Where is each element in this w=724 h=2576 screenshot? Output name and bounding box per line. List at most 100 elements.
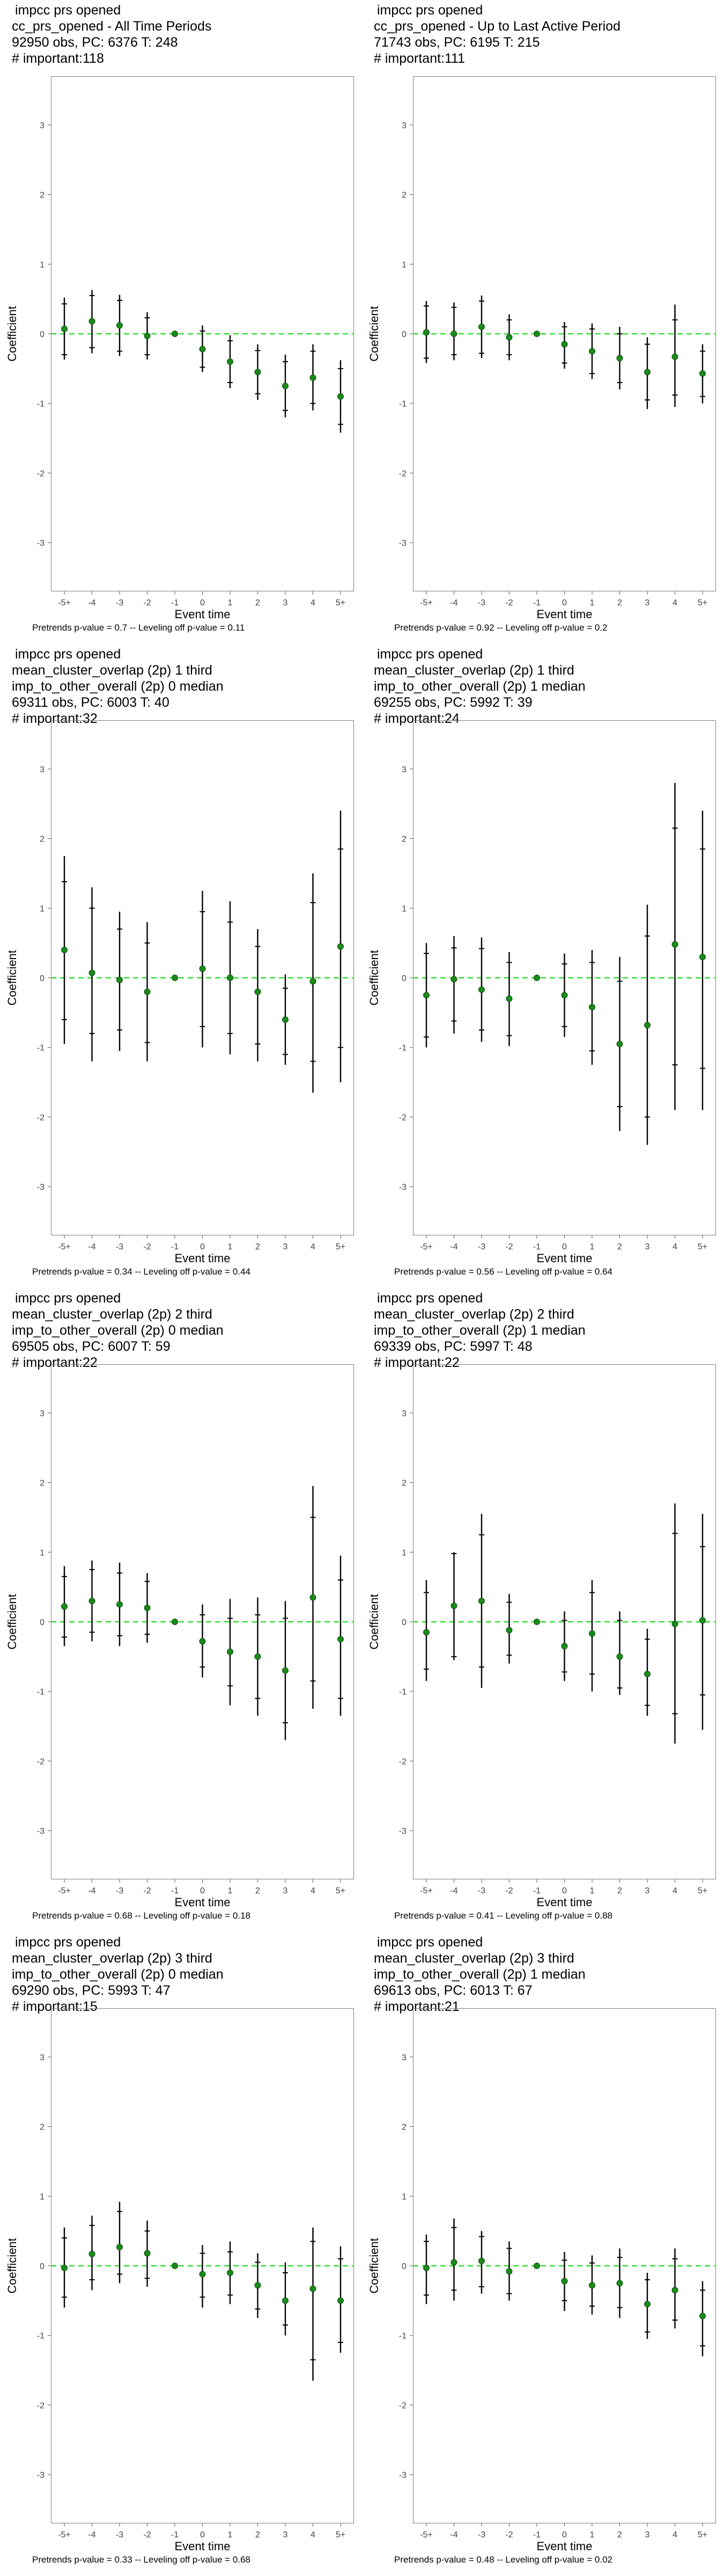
y-tick-label: -3 [399, 1827, 407, 1836]
x-tick-label: -2 [143, 598, 151, 608]
point-estimate [423, 2264, 430, 2271]
chart-title-line: mean_cluster_overlap (2p) 2 third [374, 1307, 574, 1322]
chart-svg: -3 -2 -1 0 1 2 3 -5+ -4 -3 -2 -1 0 1 2 3 4 5+ Event time Co… [5, 2053, 354, 2553]
x-tick-label: 5+ [336, 598, 345, 608]
chart-panel: impcc prs opened cc_prs_opened - All Time… [0, 0, 362, 644]
chart-svg: -3 -2 -1 0 1 2 3 -5+ -4 -3 -2 -1 0 1 2 3 4 5+ Event time Co… [5, 121, 354, 621]
chart-title: impcc prs opened mean_cluster_overlap (2p… [374, 1290, 586, 1371]
y-tick-label: 2 [402, 191, 407, 200]
chart-panel: impcc prs opened mean_cluster_overlap (2p… [362, 644, 724, 1288]
x-tick-label: 0 [200, 1886, 205, 1896]
point-estimate [254, 1653, 261, 1660]
y-tick-label: 3 [40, 1409, 45, 1418]
chart-title-line: impcc prs opened [377, 3, 483, 18]
x-tick-label: 3 [645, 598, 650, 608]
x-tick-label: 5+ [698, 1886, 707, 1896]
point-estimate [478, 1598, 485, 1605]
chart-title-line: impcc prs opened [377, 1935, 483, 1950]
point-estimate [227, 975, 233, 981]
point-estimate [282, 1667, 289, 1674]
chart-title-line: 71743 obs, PC: 6195 T: 215 [374, 35, 540, 50]
y-tick-label: -1 [37, 400, 45, 409]
chart-title-line: mean_cluster_overlap (2p) 1 third [12, 663, 212, 678]
point-estimate [644, 1671, 651, 1678]
y-tick-label: -2 [37, 2401, 45, 2410]
x-tick-label: 0 [562, 2530, 567, 2540]
x-tick-label: 1 [228, 1886, 233, 1896]
point-estimate [561, 341, 568, 348]
point-estimate [561, 1643, 568, 1650]
chart-panel: impcc prs opened mean_cluster_overlap (2p… [0, 1288, 362, 1932]
chart-svg: -3 -2 -1 0 1 2 3 -5+ -4 -3 -2 -1 0 1 2 3 4 5+ Event time Co… [367, 1409, 716, 1909]
chart-title-line: mean_cluster_overlap (2p) 3 third [12, 1951, 212, 1966]
point-estimate [309, 374, 316, 381]
chart-panel: impcc prs opened mean_cluster_overlap (2p… [0, 644, 362, 1288]
point-estimate [644, 1022, 651, 1029]
x-tick-label: 1 [228, 1242, 233, 1252]
point-estimate [699, 1617, 706, 1624]
y-tick-label: 1 [402, 904, 407, 913]
y-axis-label: Coefficient [367, 306, 381, 362]
chart-title: impcc prs opened mean_cluster_overlap (2p… [12, 1290, 224, 1371]
x-tick-label: 3 [645, 2530, 650, 2540]
y-tick-label: -2 [37, 469, 45, 478]
point-estimate [478, 324, 485, 331]
point-estimate [589, 1630, 595, 1637]
point-estimate [116, 1601, 123, 1608]
x-tick-label: -3 [116, 598, 123, 608]
chart-title-line: 69339 obs, PC: 5997 T: 48 [374, 1339, 533, 1354]
chart-title-line: # important:111 [374, 51, 466, 66]
chart-title-line: impcc prs opened [15, 1291, 121, 1306]
chart-title-line: # important:21 [374, 1999, 460, 2014]
chart-title: impcc prs opened mean_cluster_overlap (2p… [374, 1934, 586, 2015]
chart-title: impcc prs opened mean_cluster_overlap (2p… [12, 646, 224, 727]
y-tick-label: 1 [402, 1548, 407, 1557]
point-estimate [254, 2282, 261, 2289]
y-tick-label: 3 [402, 1409, 407, 1418]
chart-title-line: impcc prs opened [15, 1935, 121, 1950]
point-estimate [61, 947, 68, 954]
x-tick-label: 1 [228, 598, 233, 608]
pvalue-footer: Pretrends p-value = 0.92 -- Leveling off… [394, 623, 608, 633]
point-estimate [450, 1602, 457, 1609]
point-estimate [199, 1638, 206, 1645]
point-estimate [644, 2301, 651, 2308]
point-estimate [589, 1004, 595, 1011]
x-axis-label: Event time [537, 2540, 593, 2553]
chart-title: impcc prs opened cc_prs_opened - All Time… [12, 2, 211, 67]
point-estimate [423, 992, 430, 999]
x-tick-label: 3 [283, 1886, 288, 1896]
x-tick-label: -1 [171, 1242, 179, 1252]
point-estimate [534, 331, 540, 337]
x-tick-label: 2 [617, 2530, 622, 2540]
x-tick-label: -1 [171, 598, 179, 608]
x-tick-label: 3 [645, 1242, 650, 1252]
x-tick-label: -1 [171, 2530, 179, 2540]
chart-title-line: 69290 obs, PC: 5993 T: 47 [12, 1983, 171, 1998]
x-tick-label: -5+ [420, 598, 433, 608]
point-estimate [616, 2280, 623, 2287]
x-tick-label: 4 [673, 1886, 677, 1896]
x-tick-label: -4 [450, 1886, 457, 1896]
y-tick-label: 3 [40, 121, 45, 130]
point-estimate [644, 369, 651, 376]
x-tick-label: -3 [116, 1886, 123, 1896]
x-tick-label: -4 [88, 1242, 95, 1252]
x-tick-label: -2 [143, 1242, 151, 1252]
y-axis-label: Coefficient [5, 950, 19, 1006]
x-tick-label: 4 [311, 1886, 315, 1896]
x-tick-label: -5+ [420, 2530, 433, 2540]
x-tick-label: 2 [255, 2530, 260, 2540]
point-estimate [88, 318, 95, 325]
point-estimate [671, 941, 678, 948]
x-tick-label: -1 [533, 1242, 541, 1252]
y-tick-label: 3 [402, 765, 407, 774]
y-tick-label: 1 [40, 2192, 45, 2201]
point-estimate [144, 1605, 151, 1612]
chart-title-line: imp_to_other_overall (2p) 0 median [12, 1967, 224, 1982]
chart-title: impcc prs opened mean_cluster_overlap (2p… [374, 646, 586, 727]
point-estimate [227, 1648, 233, 1655]
y-tick-label: -3 [399, 2471, 407, 2480]
x-tick-label: -2 [505, 1886, 513, 1896]
chart-title-line: 92950 obs, PC: 6376 T: 248 [12, 35, 178, 50]
